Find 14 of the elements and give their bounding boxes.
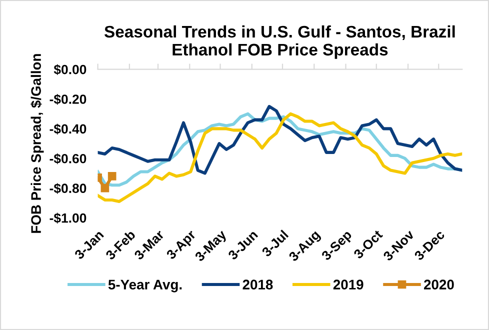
y-tick-label: -$0.60 [50, 153, 86, 164]
y-tick-label: $0.00 [54, 64, 86, 76]
line-series [98, 104, 462, 175]
y-tick-label: -$0.20 [50, 94, 86, 105]
legend-label: 2020 [424, 280, 454, 290]
y-tick-label: -$0.80 [50, 183, 86, 194]
chart-title: Seasonal Trends in U.S. Gulf - Santos, Brazil Ethanol FOB Price Spreads [104, 25, 455, 59]
line-series [98, 112, 462, 203]
y-tick-label: -$0.40 [50, 124, 86, 134]
legend-label: 5-Year Avg. [108, 280, 182, 292]
y-tick-label: -$1.00 [50, 212, 86, 224]
legend-label: 2018 [242, 280, 273, 290]
legend-label: 2019 [333, 280, 364, 290]
y-axis-title: FOB Price Spread, $/Gallon [30, 54, 44, 233]
